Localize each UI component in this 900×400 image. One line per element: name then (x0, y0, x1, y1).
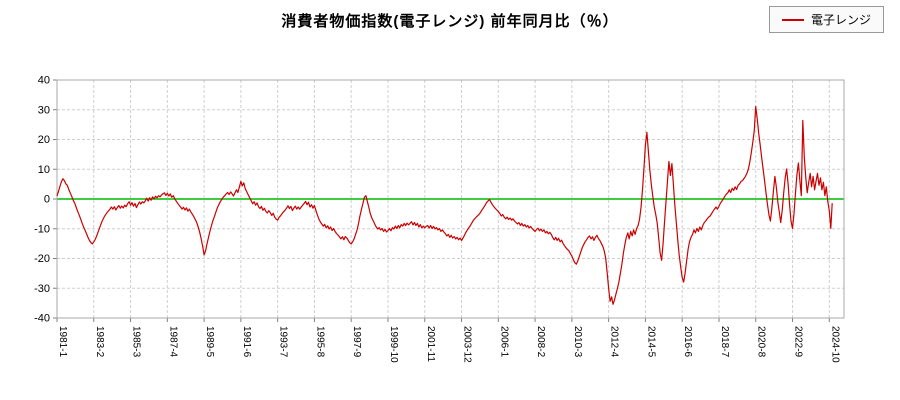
svg-text:1985-3: 1985-3 (131, 326, 142, 358)
svg-text:1987-4: 1987-4 (167, 326, 178, 358)
chart-title: 消費者物価指数(電子レンジ) 前年同月比（％） (281, 13, 619, 30)
svg-text:40: 40 (38, 75, 50, 87)
svg-text:1999-10: 1999-10 (388, 326, 399, 363)
svg-text:-20: -20 (34, 253, 50, 265)
svg-text:20: 20 (38, 134, 50, 146)
svg-text:2024-10: 2024-10 (829, 326, 840, 363)
svg-text:2018-7: 2018-7 (719, 326, 730, 358)
svg-text:-10: -10 (34, 223, 50, 235)
svg-text:2010-3: 2010-3 (572, 326, 583, 358)
svg-text:0: 0 (44, 194, 50, 206)
legend-line-icon (781, 18, 804, 21)
svg-text:30: 30 (38, 104, 50, 116)
svg-text:2022-9: 2022-9 (793, 326, 804, 358)
svg-text:2020-8: 2020-8 (756, 326, 767, 358)
svg-text:1981-1: 1981-1 (57, 326, 68, 358)
svg-text:10: 10 (38, 164, 50, 176)
svg-text:1995-8: 1995-8 (314, 326, 325, 358)
svg-text:-40: -40 (34, 313, 50, 325)
legend-label: 電子レンジ (810, 13, 871, 27)
svg-text:1983-2: 1983-2 (94, 326, 105, 358)
svg-text:1991-6: 1991-6 (241, 326, 252, 358)
legend: 電子レンジ (768, 6, 884, 33)
svg-text:2008-2: 2008-2 (535, 326, 546, 358)
svg-text:2012-4: 2012-4 (609, 326, 620, 358)
svg-text:2003-12: 2003-12 (462, 326, 473, 363)
svg-text:-30: -30 (34, 283, 50, 295)
svg-text:1989-5: 1989-5 (204, 326, 215, 358)
svg-text:2014-5: 2014-5 (645, 326, 656, 358)
svg-text:2016-6: 2016-6 (682, 326, 693, 358)
svg-text:2001-11: 2001-11 (425, 326, 436, 362)
svg-text:1997-9: 1997-9 (351, 326, 362, 358)
svg-text:2006-1: 2006-1 (498, 326, 509, 358)
svg-text:1993-7: 1993-7 (278, 326, 289, 358)
